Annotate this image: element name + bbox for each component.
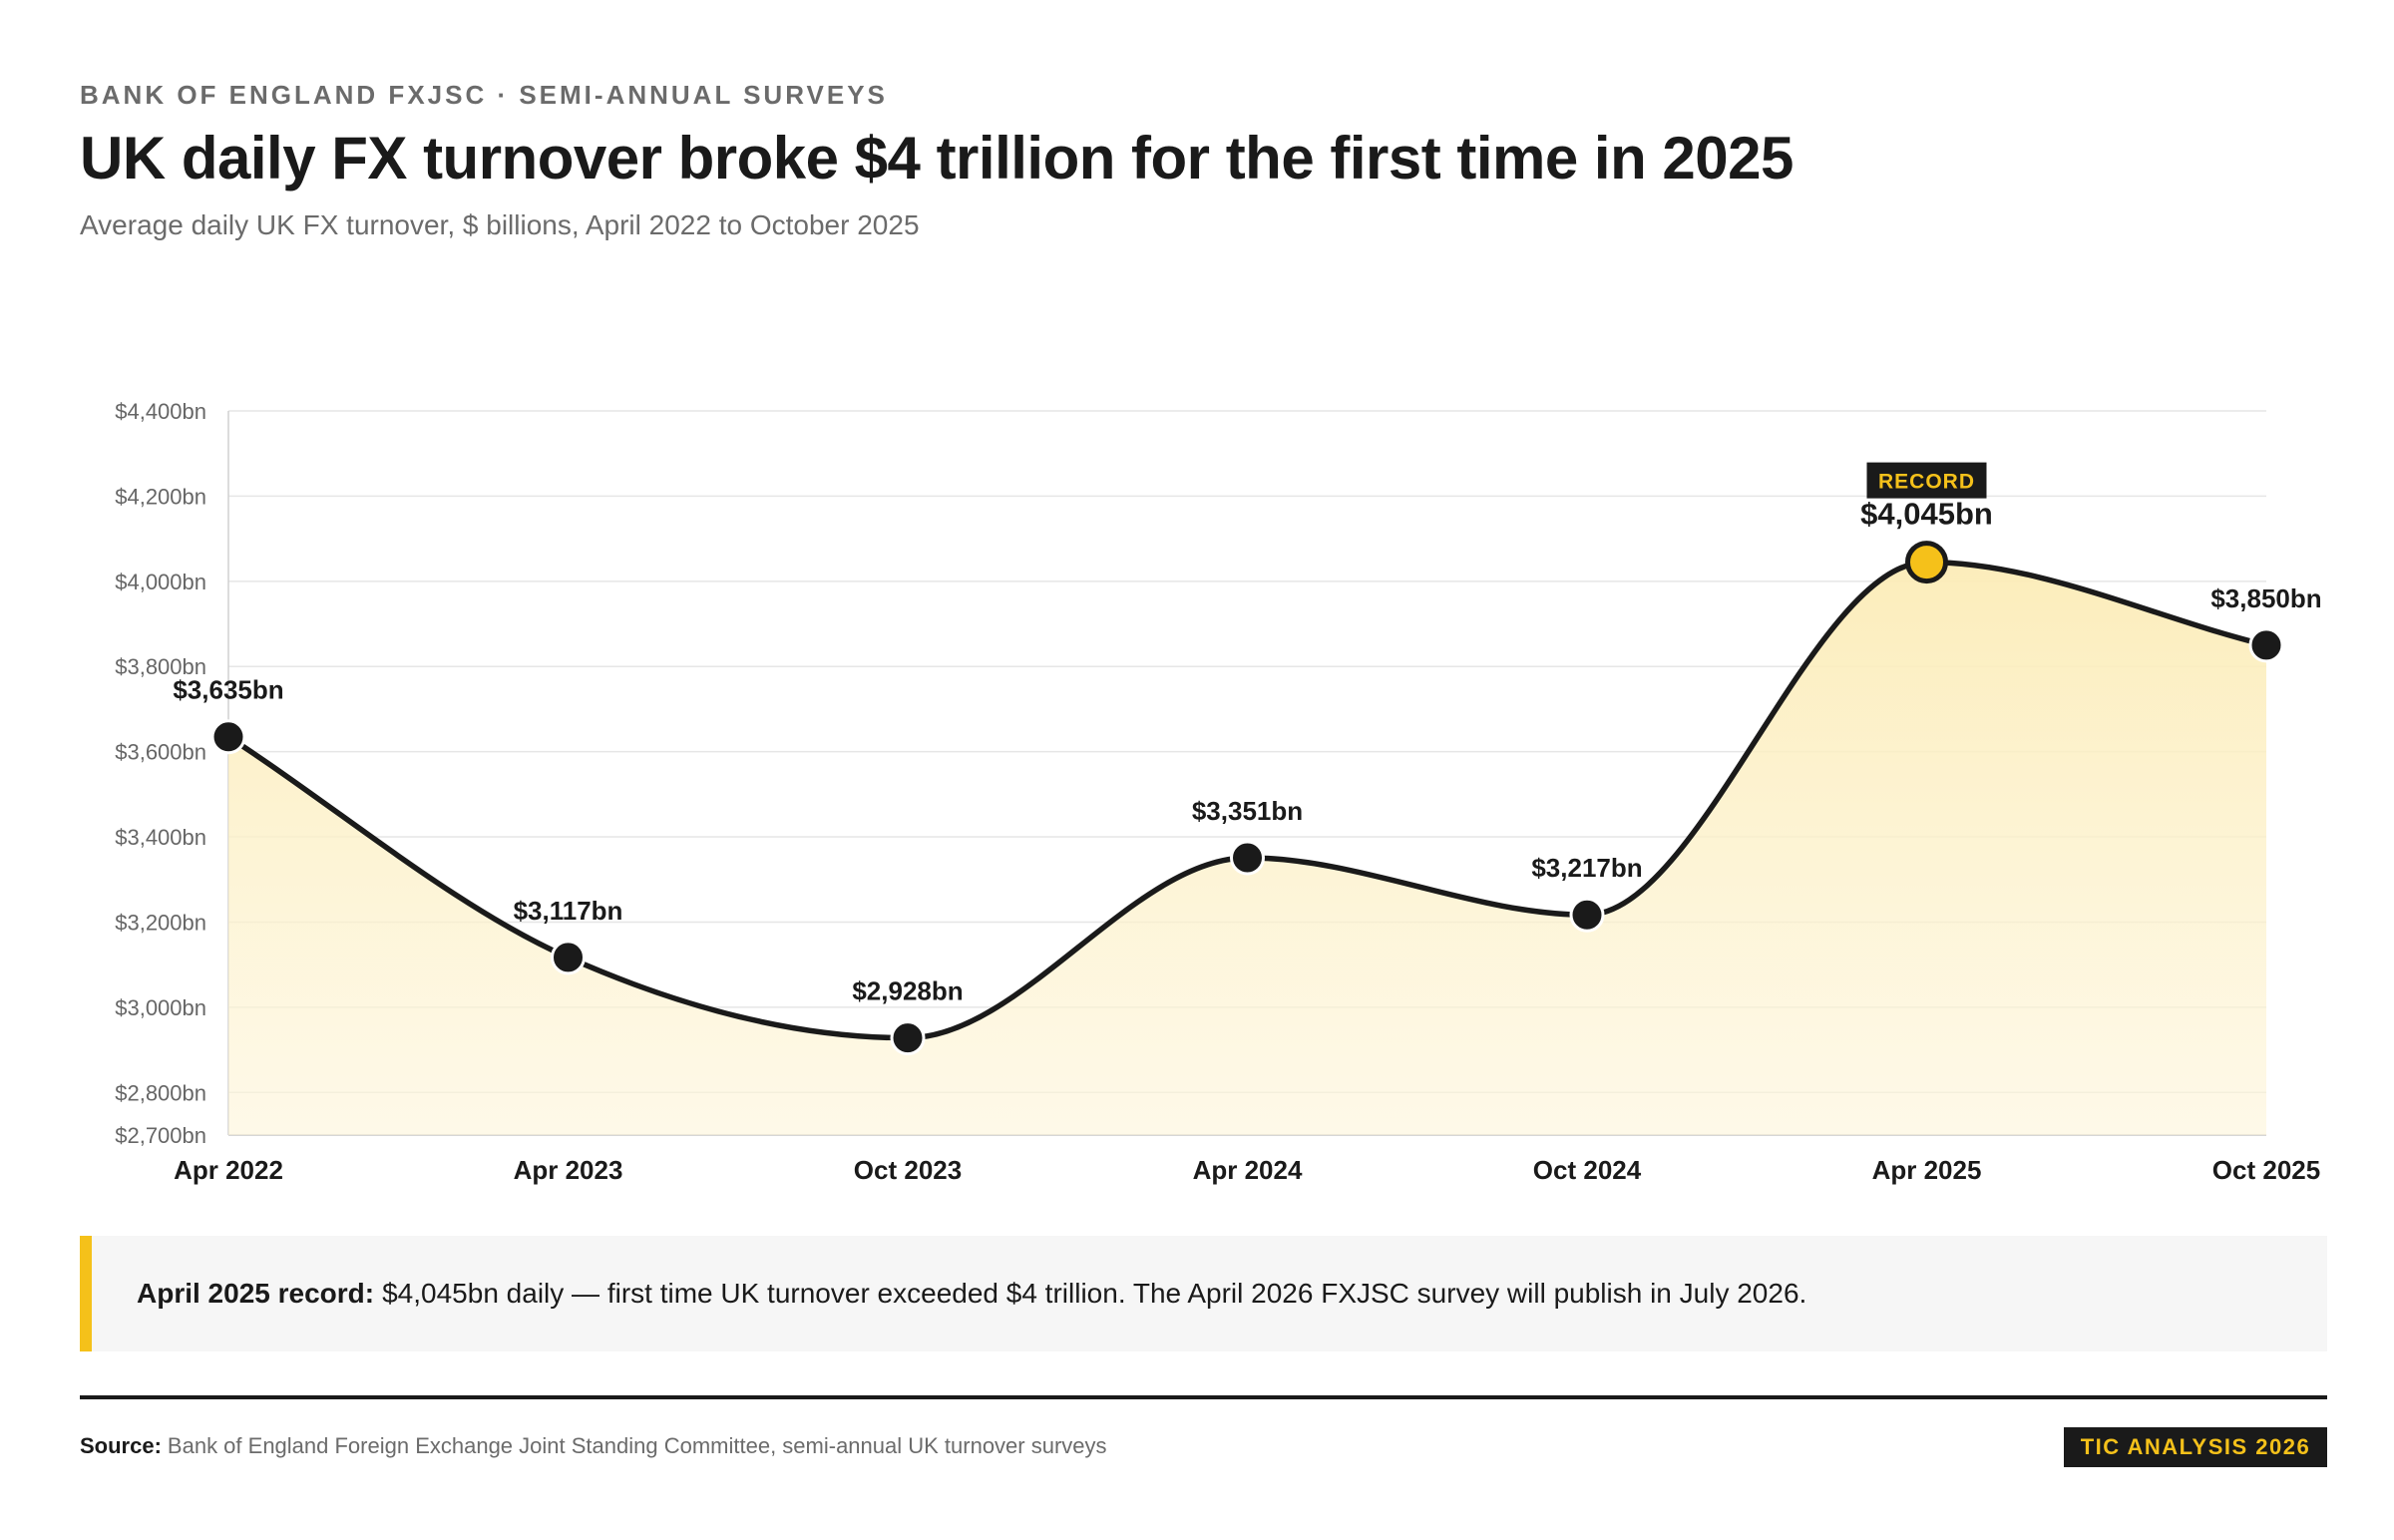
data-label: $3,635bn bbox=[173, 675, 283, 705]
y-tick-label: $3,800bn bbox=[115, 654, 206, 679]
source-label: Source: bbox=[80, 1433, 162, 1458]
y-tick-label: $4,200bn bbox=[115, 484, 206, 509]
y-tick-label: $4,000bn bbox=[115, 570, 206, 594]
analysis-badge: TIC ANALYSIS 2026 bbox=[2064, 1427, 2327, 1467]
x-tick-label: Apr 2025 bbox=[1872, 1155, 1982, 1185]
x-tick-label: Oct 2024 bbox=[1533, 1155, 1642, 1185]
source-note: Source: Bank of England Foreign Exchange … bbox=[80, 1433, 1107, 1459]
footer-divider bbox=[80, 1395, 2327, 1399]
record-callout: April 2025 record: $4,045bn daily — firs… bbox=[80, 1236, 2327, 1351]
chart-title: UK daily FX turnover broke $4 trillion f… bbox=[80, 125, 1794, 192]
data-point-marker bbox=[1569, 897, 1605, 933]
data-label: $3,351bn bbox=[1192, 796, 1303, 826]
y-tick-label: $2,700bn bbox=[115, 1123, 206, 1148]
record-badge-label: RECORD bbox=[1878, 471, 1975, 494]
x-tick-label: Oct 2025 bbox=[2212, 1155, 2320, 1185]
y-tick-label: $3,200bn bbox=[115, 910, 206, 935]
callout-text: $4,045bn daily — first time UK turnover … bbox=[382, 1278, 1807, 1309]
x-tick-label: Apr 2023 bbox=[514, 1155, 623, 1185]
data-label: $3,850bn bbox=[2210, 583, 2321, 613]
data-label: $4,045bn bbox=[1860, 497, 1993, 532]
y-tick-label: $4,400bn bbox=[115, 399, 206, 424]
data-point-marker bbox=[210, 719, 246, 755]
x-tick-label: Apr 2022 bbox=[174, 1155, 283, 1185]
x-tick-label: Oct 2023 bbox=[854, 1155, 962, 1185]
chart-subtitle: Average daily UK FX turnover, $ billions… bbox=[80, 209, 920, 240]
data-point-marker bbox=[890, 1020, 926, 1056]
x-tick-label: Apr 2024 bbox=[1193, 1155, 1303, 1185]
data-label: $2,928bn bbox=[852, 976, 963, 1006]
y-tick-label: $3,000bn bbox=[115, 995, 206, 1020]
data-label: $3,117bn bbox=[514, 896, 623, 926]
y-tick-label: $3,600bn bbox=[115, 740, 206, 765]
record-badge: RECORD bbox=[1866, 462, 1987, 499]
area-fill bbox=[228, 562, 2266, 1135]
turnover-area-chart: $2,700bn $2,800bn $3,000bn $3,200bn $3,400bn… bbox=[115, 399, 2321, 1185]
chart-kicker: BANK OF ENGLAND FXJSC · SEMI-ANNUAL SURV… bbox=[80, 80, 888, 110]
record-badge-box bbox=[1866, 462, 1987, 499]
data-point-marker bbox=[2248, 627, 2284, 663]
callout-lead: April 2025 record: bbox=[137, 1278, 375, 1309]
data-label: $3,217bn bbox=[1531, 853, 1642, 883]
source-text: Bank of England Foreign Exchange Joint S… bbox=[167, 1433, 1107, 1458]
y-tick-label: $2,800bn bbox=[115, 1080, 206, 1105]
record-point-marker bbox=[1905, 541, 1948, 584]
data-point-marker bbox=[551, 940, 586, 975]
data-point-marker bbox=[1230, 840, 1265, 876]
y-tick-label: $3,400bn bbox=[115, 825, 206, 850]
